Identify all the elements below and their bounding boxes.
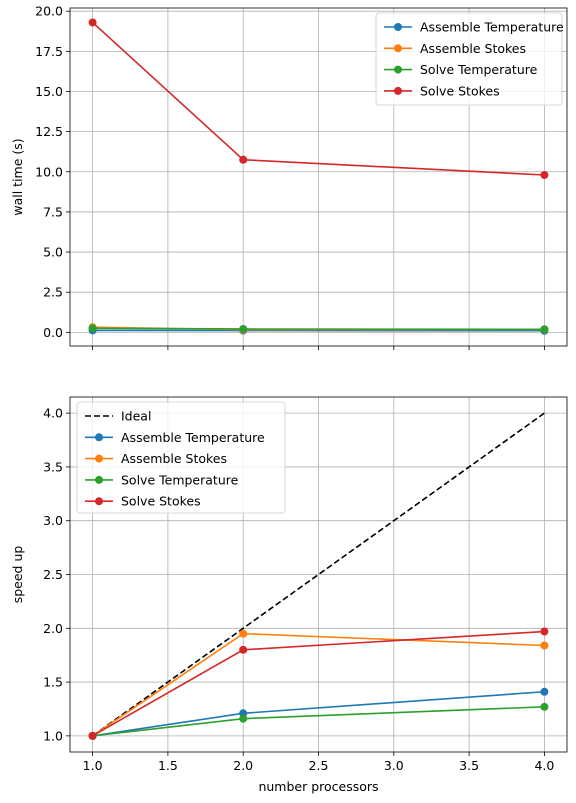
y-tick-label: 7.5: [43, 204, 63, 219]
data-point: [540, 627, 549, 636]
legend-box: [76, 401, 286, 514]
plot-frame: [69, 396, 568, 753]
data-point: [88, 731, 97, 740]
legend-label: Assemble Stokes: [420, 41, 526, 56]
y-tick-label: 17.5: [35, 44, 63, 59]
legend-swatch-marker: [394, 86, 402, 95]
y-tick-label: 1.0: [43, 728, 63, 743]
y-tick-label: 3.0: [43, 513, 63, 528]
y-tick-label: 20.0: [35, 4, 63, 19]
y-tick-label: 1.5: [43, 675, 63, 690]
x-tick-label: 1.0: [83, 758, 103, 773]
legend-label: Solve Temperature: [420, 62, 538, 77]
data-point: [239, 155, 248, 164]
legend-label: Ideal: [121, 409, 151, 424]
data-point: [540, 325, 549, 334]
data-point: [239, 324, 248, 333]
y-tick-label: 4.0: [43, 406, 63, 421]
data-point: [239, 645, 248, 654]
x-tick-label: 4.0: [534, 758, 554, 773]
y-tick-label: 2.5: [43, 567, 63, 582]
y-tick-label: 0.0: [43, 325, 63, 340]
x-tick-label: 1.5: [158, 758, 178, 773]
series-line: [92, 327, 545, 331]
y-tick-label: 10.0: [35, 164, 63, 179]
y-tick-label: 2.0: [43, 621, 63, 636]
legend-swatch-marker: [95, 454, 103, 463]
legend-label: Solve Temperature: [121, 472, 239, 487]
y-tick-label: 3.5: [43, 459, 63, 474]
y-axis-title: wall time (s): [10, 138, 25, 215]
plot-frame: [69, 7, 568, 347]
legend: Ideal Assemble Temperature Assemble Stokes…: [76, 401, 286, 514]
y-tick-label: 5.0: [43, 245, 63, 260]
y-tick-label: 15.0: [35, 84, 63, 99]
legend-label: Solve Stokes: [121, 494, 201, 509]
data-point: [88, 324, 97, 333]
legend-swatch-marker: [394, 65, 402, 74]
data-point: [540, 687, 549, 696]
legend-label: Assemble Stokes: [121, 451, 227, 466]
x-axis-title: number processors: [258, 779, 378, 794]
legend-label: Assemble Temperature: [420, 20, 564, 35]
y-tick-label: 2.5: [43, 285, 63, 300]
legend-label: Assemble Temperature: [121, 430, 265, 445]
legend-swatch-marker: [394, 23, 402, 31]
data-point: [239, 629, 248, 638]
chart-panel-1: 0.0 2.5 5.0 7.5 10.0 12.5 15.0 17.5 20.0 wall tim…: [10, 4, 568, 350]
legend-box: [375, 12, 563, 106]
legend-swatch-marker: [95, 475, 103, 484]
legend-swatch-marker: [95, 497, 103, 506]
data-point: [239, 714, 248, 723]
data-point: [540, 641, 549, 650]
chart-panel-2: 1.0 1.5 2.0 2.5 3.0 3.5 4.0 1.0 1.5 2.0 2.5 3.0 3.5 4…: [10, 396, 568, 794]
series-line: [92, 412, 545, 737]
y-axis-title: speed up: [10, 546, 25, 604]
data-point: [540, 170, 549, 179]
x-tick-label: 3.5: [459, 758, 479, 773]
legend-label: Solve Stokes: [420, 83, 500, 98]
x-tick-label: 2.5: [309, 758, 329, 773]
legend-swatch-marker: [95, 433, 103, 442]
data-point: [88, 18, 97, 27]
y-tick-label: 12.5: [35, 124, 63, 139]
x-tick-label: 3.0: [384, 758, 404, 773]
x-tick-label: 2.0: [233, 758, 253, 773]
legend: Assemble Temperature Assemble Stokes Solve…: [375, 12, 564, 106]
data-point: [540, 702, 549, 711]
legend-swatch-marker: [394, 44, 402, 53]
